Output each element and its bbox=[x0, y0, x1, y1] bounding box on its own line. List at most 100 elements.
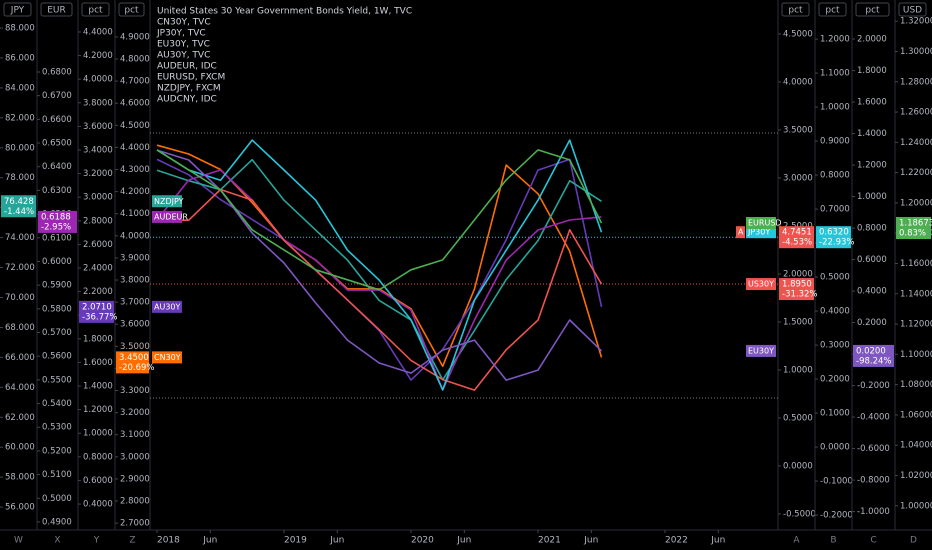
axis-button: Z bbox=[129, 536, 135, 546]
y-tick-label: 2.0000 bbox=[857, 35, 887, 45]
badge-value: 1.18673 bbox=[899, 219, 932, 229]
y-tick-label: 4.5000 bbox=[120, 121, 150, 131]
axis-header bbox=[898, 2, 927, 17]
axis-button: D bbox=[910, 536, 917, 546]
series-line bbox=[157, 188, 603, 391]
value-badge bbox=[853, 344, 894, 367]
y-tick-label: 1.0000 bbox=[857, 192, 887, 202]
legend-item: NZDJPY, FXCM bbox=[157, 84, 221, 94]
axis-header bbox=[781, 2, 810, 17]
y-tick-label: -0.8000 bbox=[857, 476, 890, 486]
badge-change: -4.53% bbox=[782, 238, 812, 248]
y-tick-label: 1.14000 bbox=[900, 289, 932, 299]
badge-value: 4.7451 bbox=[782, 228, 812, 238]
y-tick-label: 1.10000 bbox=[900, 350, 932, 360]
value-badge bbox=[1, 195, 36, 218]
x-tick-label: Jun bbox=[710, 536, 725, 546]
y-tick-label: 0.5800 bbox=[42, 304, 72, 314]
series-tag bbox=[746, 217, 776, 230]
y-tick-label: 0.6300 bbox=[42, 186, 72, 196]
series-tag bbox=[736, 226, 745, 239]
axis-header bbox=[40, 2, 73, 17]
y-tick-label: 0.2000 bbox=[820, 375, 850, 385]
series-tag bbox=[152, 351, 182, 364]
y-tick-label: 1.32000 bbox=[900, 17, 932, 27]
y-tick-label: 1.20000 bbox=[900, 198, 932, 208]
y-tick-label: 0.9000 bbox=[820, 137, 850, 147]
axis-header bbox=[81, 2, 110, 17]
y-tick-label: 1.04000 bbox=[900, 441, 932, 451]
y-tick-label: 0.6400 bbox=[42, 162, 72, 172]
y-tick-label: 1.8000 bbox=[83, 334, 113, 344]
y-tick-label: -0.5000 bbox=[783, 509, 816, 519]
axis-label: JPY bbox=[10, 6, 25, 16]
y-tick-label: 0.6100 bbox=[42, 233, 72, 243]
axis-header bbox=[818, 2, 847, 17]
series-name: AU30Y bbox=[154, 302, 181, 311]
y-tick-label: 3.3000 bbox=[120, 386, 150, 396]
y-tick-label: 2.9000 bbox=[120, 474, 150, 484]
y-tick-label: 4.6000 bbox=[120, 99, 150, 109]
series-line bbox=[156, 149, 603, 291]
y-tick-label: 86.000 bbox=[5, 53, 35, 63]
y-tick-label: 68.000 bbox=[5, 323, 35, 333]
axis-button: C bbox=[870, 536, 876, 546]
y-tick-label: 56.000 bbox=[5, 503, 35, 513]
axis-label: pct bbox=[865, 6, 880, 16]
badge-value: 0.6188 bbox=[41, 212, 71, 222]
y-tick-label: 4.7000 bbox=[120, 77, 150, 87]
y-tick-label: 2.8000 bbox=[83, 216, 113, 226]
y-tick-label: 4.9000 bbox=[120, 32, 150, 42]
series-tag bbox=[746, 278, 776, 291]
series-tag bbox=[152, 210, 182, 223]
y-tick-label: -0.4000 bbox=[857, 413, 890, 423]
y-tick-label: 0.4000 bbox=[820, 307, 850, 317]
y-tick-label: 4.0000 bbox=[783, 77, 813, 87]
value-badge bbox=[816, 226, 851, 249]
badge-value: 1.8950 bbox=[782, 280, 812, 290]
y-tick-label: 3.0000 bbox=[120, 452, 150, 462]
y-tick-label: -0.2000 bbox=[820, 511, 853, 521]
x-tick-label: 2018 bbox=[157, 536, 180, 546]
y-tick-label: 3.1000 bbox=[120, 430, 150, 440]
y-tick-label: 3.5000 bbox=[120, 342, 150, 352]
badge-value: 76.428 bbox=[4, 197, 34, 207]
x-tick-label: 2020 bbox=[411, 536, 434, 546]
y-tick-label: -0.1000 bbox=[820, 477, 853, 487]
y-tick-label: 0.2000 bbox=[857, 318, 887, 328]
y-tick-label: 0.5500 bbox=[42, 375, 72, 385]
y-tick-label: -0.6000 bbox=[857, 444, 890, 454]
y-tick-label: 0.6000 bbox=[42, 257, 72, 267]
y-tick-label: 4.1000 bbox=[120, 209, 150, 219]
y-tick-label: 1.0000 bbox=[783, 365, 813, 375]
y-tick-label: 3.5000 bbox=[783, 125, 813, 135]
y-tick-label: 2.6000 bbox=[83, 240, 113, 250]
badge-value: 0.6320 bbox=[819, 228, 849, 238]
axis-label: USD bbox=[903, 6, 922, 16]
y-tick-label: 82.000 bbox=[5, 113, 35, 123]
y-tick-label: 3.0000 bbox=[83, 193, 113, 203]
badge-change: -22.93% bbox=[819, 238, 854, 248]
y-tick-label: 4.4000 bbox=[120, 143, 150, 153]
y-tick-label: -0.2000 bbox=[857, 381, 890, 391]
y-tick-label: 1.2000 bbox=[820, 35, 850, 45]
value-badge bbox=[38, 210, 77, 233]
series-name: A bbox=[738, 228, 744, 237]
y-tick-label: 1.28000 bbox=[900, 77, 932, 87]
y-tick-label: 66.000 bbox=[5, 353, 35, 363]
series-name: CN30Y bbox=[154, 353, 181, 362]
badge-value: 2.0710 bbox=[82, 302, 112, 312]
y-tick-label: 1.6000 bbox=[857, 98, 887, 108]
plot-area bbox=[156, 139, 603, 391]
y-tick-label: 1.6000 bbox=[83, 358, 113, 368]
y-tick-label: 0.3000 bbox=[820, 341, 850, 351]
y-tick-label: 0.0000 bbox=[820, 443, 850, 453]
x-tick-label: 2021 bbox=[538, 536, 561, 546]
y-tick-label: 4.2000 bbox=[83, 51, 113, 61]
legend-item: AUDEUR, IDC bbox=[157, 62, 217, 72]
axis-label: EUR bbox=[47, 6, 66, 16]
y-tick-label: 1.12000 bbox=[900, 320, 932, 330]
series-tag bbox=[746, 344, 776, 357]
y-tick-label: 2.8000 bbox=[120, 497, 150, 507]
